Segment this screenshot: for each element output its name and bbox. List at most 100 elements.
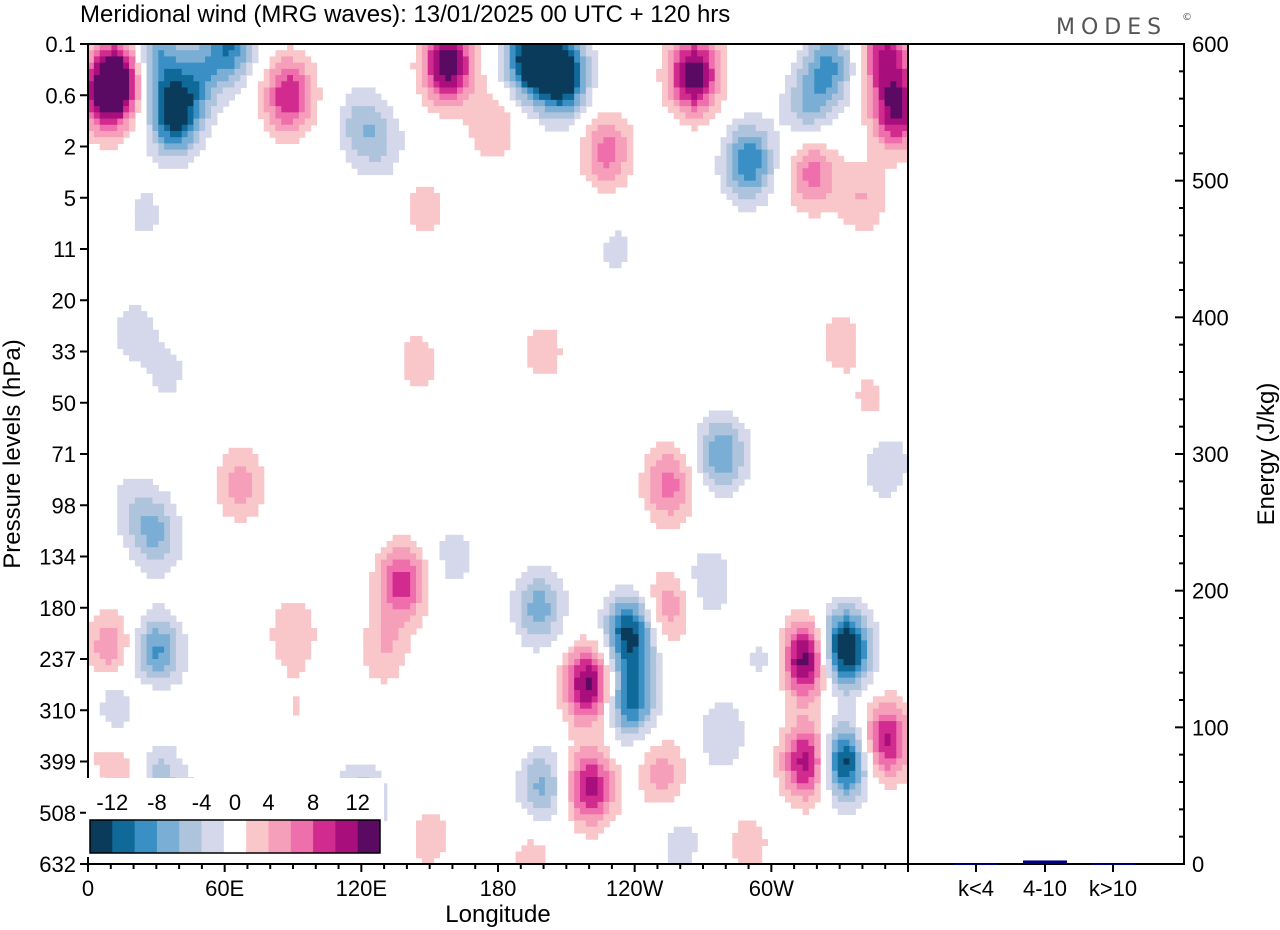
contour-cell [826,671,833,679]
contour-cell [521,609,528,617]
contour-cell [509,75,517,82]
contour-cell [509,50,517,58]
contour-cell [626,646,634,654]
contour-cell [140,646,148,654]
contour-cell [703,478,716,486]
contour-cell [234,68,247,76]
contour-cell [632,627,640,635]
contour-cell [697,422,710,430]
contour-cell [785,646,792,654]
contour-cell [831,640,839,648]
contour-cell [216,466,236,474]
contour-cell [826,777,833,784]
contour-cell [199,137,206,144]
contour-cell [386,590,394,598]
contour-cell [123,50,130,58]
contour-cell [140,621,148,629]
contour-cell [626,714,640,722]
contour-cell [398,627,417,635]
contour-cell [392,584,411,592]
contour-cell [831,652,839,660]
contour-cell [708,50,716,58]
contour-cell [638,609,646,617]
contour-cell [867,646,874,654]
contour-cell [410,379,429,387]
contour-cell [550,609,558,617]
contour-cell [117,124,130,132]
contour-cell [181,124,189,132]
contour-cell [105,56,124,64]
contour-cell [621,708,640,716]
contour-cell [345,124,364,132]
contour-cell [837,702,856,710]
contour-cell [650,696,657,704]
contour-cell [703,81,710,89]
contour-cell [697,447,704,455]
contour-cell [234,516,247,523]
contour-cell [867,193,886,200]
contour-cell [410,62,423,70]
contour-cell [158,385,177,393]
contour-cell [591,118,628,126]
contour-cell [339,770,382,778]
contour-cell [515,44,523,51]
wavenumber-label: k>10 [1089,876,1137,901]
contour-cell [416,826,446,834]
contour-cell [831,609,845,617]
contour-cell [867,149,908,157]
contour-cell [738,168,757,176]
contour-cell [609,627,616,635]
contour-cell [585,93,593,101]
contour-cell [644,696,651,704]
contour-cell [831,627,839,635]
contour-cell [814,770,821,778]
contour-cell [732,199,769,207]
contour-cell [129,106,136,113]
contour-cell [796,640,810,648]
contour-cell [878,764,886,772]
contour-cell [457,93,470,101]
contour-cell [609,615,616,623]
contour-cell [621,609,634,617]
contour-cell [621,671,628,679]
contour-cell [597,770,610,778]
contour-cell [521,75,575,82]
contour-cell [468,62,476,70]
contour-cell [509,590,523,598]
contour-cell [164,50,212,58]
contour-cell [831,106,845,113]
contour-cell [626,665,640,673]
chart-title: Meridional wind (MRG waves): 13/01/2025 … [80,1,730,28]
contour-cell [597,764,605,772]
contour-cell [831,795,839,803]
contour-cell [685,62,704,70]
contour-cell [386,578,394,586]
contour-cell [88,130,95,138]
contour-cell [837,745,845,753]
contour-cell [580,671,599,679]
contour-cell [380,640,394,648]
contour-cell [544,596,558,604]
contour-cell [421,56,429,64]
contour-cell [134,652,142,660]
contour-cell [638,603,646,610]
contour-cell [386,149,400,157]
contour-cell [667,634,681,641]
contour-cell [744,174,757,182]
colorbar-swatch [357,820,381,853]
contour-cell [779,93,792,101]
contour-cell [861,379,874,387]
contour-cell [855,665,862,673]
contour-cell [263,93,271,101]
contour-cell [656,68,669,76]
contour-cell [146,44,154,51]
contour-cell [574,814,605,822]
contour-cell [872,87,880,95]
contour-cell [597,708,605,716]
contour-cell [744,454,751,461]
contour-cell [562,665,569,673]
contour-cell [527,584,552,592]
contour-cell [878,739,886,747]
contour-cell [439,62,458,70]
contour-cell [117,503,130,511]
